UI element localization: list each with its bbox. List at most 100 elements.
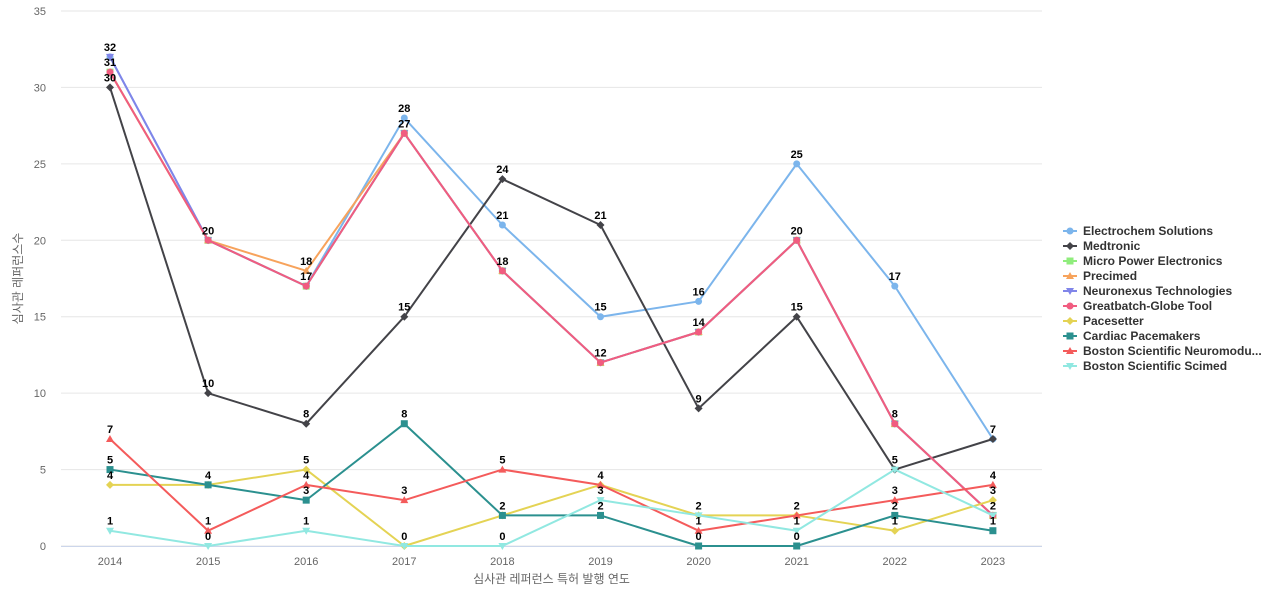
data-point[interactable] (695, 542, 703, 550)
data-point[interactable] (793, 236, 801, 244)
data-point[interactable] (302, 465, 311, 474)
data-point[interactable] (597, 313, 604, 321)
data-point[interactable] (106, 480, 114, 489)
data-point[interactable] (988, 512, 997, 520)
data-point[interactable] (302, 282, 310, 290)
data-point[interactable] (204, 481, 212, 489)
data-point[interactable] (400, 420, 408, 428)
legend-item-micro-power-electronics[interactable]: Micro Power Electronics (1063, 254, 1223, 268)
data-point[interactable] (498, 543, 507, 550)
data-point[interactable] (988, 496, 997, 505)
data-point[interactable] (106, 83, 114, 92)
data-point[interactable] (597, 511, 604, 519)
series-medtronic[interactable] (106, 83, 997, 474)
series-line[interactable] (109, 468, 994, 547)
series-micro-power-electronics[interactable] (106, 68, 997, 519)
data-point[interactable] (792, 511, 801, 519)
series-line[interactable] (109, 87, 994, 471)
data-point[interactable] (106, 466, 114, 474)
data-point[interactable] (891, 282, 899, 290)
legend-item-pacesetter[interactable]: Pacesetter (1063, 314, 1144, 328)
data-point[interactable] (106, 68, 114, 76)
data-point[interactable] (498, 175, 507, 184)
series-precimed[interactable] (106, 68, 997, 519)
data-point[interactable] (498, 511, 506, 519)
data-point[interactable] (695, 297, 703, 305)
series-greatbatch-globe-tool[interactable] (106, 68, 997, 519)
legend-marker[interactable] (1066, 332, 1074, 340)
legend-item-precimed[interactable]: Precimed (1063, 269, 1137, 283)
series-line[interactable] (109, 438, 994, 532)
data-point[interactable] (989, 527, 997, 535)
data-point[interactable] (596, 497, 605, 505)
series-line[interactable] (109, 71, 994, 517)
data-point[interactable] (694, 526, 703, 534)
data-point[interactable] (596, 221, 605, 229)
data-point[interactable] (106, 435, 114, 442)
series-line[interactable] (109, 56, 994, 440)
legend-item-medtronic[interactable]: Medtronic (1063, 239, 1141, 253)
data-point[interactable] (596, 480, 605, 488)
data-point[interactable] (891, 420, 899, 428)
legend-marker[interactable] (1066, 302, 1074, 310)
data-point[interactable] (890, 526, 899, 535)
legend-item-cardiac-pacemakers[interactable]: Cardiac Pacemakers (1063, 329, 1201, 343)
legend-marker[interactable] (1066, 288, 1074, 295)
legend-marker[interactable] (1066, 363, 1074, 370)
series-line[interactable] (110, 468, 994, 547)
series-boston-scientific-scimed[interactable] (106, 466, 997, 550)
data-point[interactable] (400, 543, 409, 550)
data-point[interactable] (793, 160, 801, 168)
data-point[interactable] (302, 266, 311, 274)
data-point[interactable] (793, 542, 801, 550)
data-point[interactable] (694, 512, 703, 520)
data-point[interactable] (498, 267, 506, 275)
data-point[interactable] (890, 466, 899, 474)
data-point[interactable] (302, 480, 311, 488)
series-neuronexus-technologies[interactable] (106, 53, 997, 520)
legend-marker[interactable] (1066, 257, 1074, 265)
data-point[interactable] (400, 114, 408, 122)
series-line[interactable] (109, 422, 994, 547)
legend-marker[interactable] (1066, 347, 1074, 354)
data-point[interactable] (204, 389, 213, 398)
legend-item-electrochem-solutions[interactable]: Electrochem Solutions (1063, 224, 1213, 238)
data-point[interactable] (891, 511, 899, 519)
legend-item-boston-scientific-neuromodu[interactable]: Boston Scientific Neuromodu... (1063, 344, 1262, 358)
legend-marker[interactable] (1066, 242, 1074, 250)
series-pacesetter[interactable] (106, 465, 997, 550)
data-point[interactable] (988, 435, 997, 443)
legend-marker[interactable] (1066, 227, 1074, 235)
series-line[interactable] (109, 71, 994, 517)
series-cardiac-pacemakers[interactable] (106, 420, 997, 550)
data-point[interactable] (204, 236, 212, 244)
data-point[interactable] (400, 496, 409, 504)
series-line[interactable] (109, 56, 994, 517)
data-point[interactable] (302, 527, 311, 535)
series-boston-scientific-neuromodu[interactable] (106, 435, 997, 534)
data-point[interactable] (400, 312, 409, 321)
legend-item-boston-scientific-scimed[interactable]: Boston Scientific Scimed (1063, 359, 1227, 373)
data-point[interactable] (400, 129, 408, 137)
data-point[interactable] (302, 419, 311, 428)
data-point[interactable] (106, 527, 114, 535)
legend-item-neuronexus-technologies[interactable]: Neuronexus Technologies (1063, 284, 1232, 298)
data-point[interactable] (988, 480, 997, 488)
data-point[interactable] (792, 527, 801, 535)
series-electrochem-solutions[interactable] (106, 53, 997, 443)
data-point[interactable] (792, 312, 801, 321)
legend-item-greatbatch-globe-tool[interactable]: Greatbatch-Globe Tool (1063, 299, 1212, 313)
data-point[interactable] (204, 526, 213, 534)
data-point[interactable] (695, 328, 703, 336)
data-point[interactable] (890, 496, 899, 504)
data-point[interactable] (597, 359, 604, 367)
data-point[interactable] (106, 53, 114, 61)
data-point[interactable] (694, 404, 703, 413)
data-point[interactable] (498, 465, 507, 473)
legend-marker[interactable] (1066, 317, 1074, 325)
series-line[interactable] (109, 71, 994, 517)
legend-marker[interactable] (1066, 272, 1074, 279)
data-point[interactable] (302, 496, 310, 504)
data-point[interactable] (498, 221, 506, 229)
data-point[interactable] (204, 543, 213, 550)
